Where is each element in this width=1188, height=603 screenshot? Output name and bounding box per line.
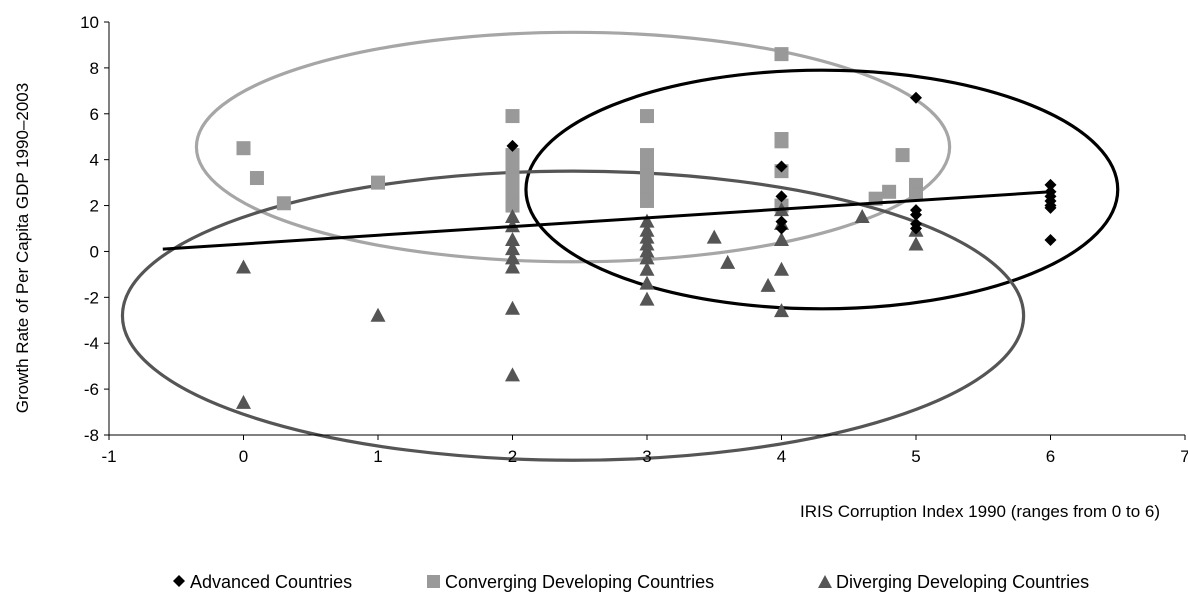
axes-layer: -8 -6 -4 -2 0 2 4 6 8 10 -1 0 1 2 3 4 5 6 7 xyxy=(80,13,1188,466)
x-tick-label: 3 xyxy=(642,447,651,466)
point-diverging xyxy=(908,236,924,251)
point-diverging xyxy=(505,241,520,256)
point-diverging xyxy=(639,250,655,265)
point-converging xyxy=(640,193,654,208)
point-advanced xyxy=(910,222,922,235)
y-tick-label: 4 xyxy=(90,151,99,170)
point-converging xyxy=(371,175,385,190)
legend-label-diverging: Diverging Developing Countries xyxy=(836,572,1089,592)
point-converging xyxy=(774,134,789,149)
x-tick-label: 7 xyxy=(1180,447,1188,466)
point-diverging xyxy=(774,231,789,246)
point-converging xyxy=(276,196,291,211)
x-tick-label: 0 xyxy=(239,447,248,466)
point-advanced xyxy=(775,222,788,235)
point-converging xyxy=(882,184,897,199)
legend-item-converging: Converging Developing Countries xyxy=(427,572,714,592)
y-tick-label: -8 xyxy=(84,426,99,445)
point-diverging xyxy=(706,229,722,244)
point-diverging xyxy=(236,259,251,274)
x-tick-label: 5 xyxy=(911,447,920,466)
point-converging xyxy=(249,171,264,186)
legend-label-advanced: Advanced Countries xyxy=(190,572,352,592)
trend-layer xyxy=(162,190,1051,251)
x-axis-title: IRIS Corruption Index 1990 (ranges from … xyxy=(800,502,1160,521)
point-diverging xyxy=(505,367,520,382)
point-converging xyxy=(895,148,910,163)
point-converging xyxy=(909,187,923,202)
point-diverging xyxy=(505,259,520,274)
legend-item-diverging: Diverging Developing Countries xyxy=(818,572,1089,592)
cluster-ellipse-3 xyxy=(120,169,1026,462)
point-advanced xyxy=(1044,201,1057,214)
point-converging xyxy=(640,109,654,124)
point-converging xyxy=(236,141,251,156)
legend-marker-triangle xyxy=(818,575,832,588)
point-diverging xyxy=(639,213,655,228)
cluster-ellipse-1 xyxy=(194,30,952,264)
point-diverging xyxy=(505,209,520,224)
point-diverging xyxy=(639,275,655,290)
point-advanced xyxy=(1044,233,1057,246)
point-converging xyxy=(505,148,520,163)
point-converging xyxy=(774,47,789,62)
y-tick-label: 6 xyxy=(90,105,99,124)
point-diverging xyxy=(720,254,736,269)
legend-item-advanced: Advanced Countries xyxy=(173,572,352,592)
ellipse-layer xyxy=(120,30,1120,462)
x-tick-label: 2 xyxy=(508,447,517,466)
x-tick-label: 6 xyxy=(1046,447,1055,466)
point-advanced xyxy=(1044,178,1057,191)
point-diverging xyxy=(505,300,520,315)
point-diverging xyxy=(505,250,520,265)
point-advanced xyxy=(506,139,519,152)
point-advanced xyxy=(775,215,788,228)
y-tick-label: 10 xyxy=(80,13,99,32)
point-diverging xyxy=(774,303,789,318)
y-tick-label: 0 xyxy=(90,242,99,261)
x-tick-label: -1 xyxy=(101,447,116,466)
legend: Advanced Countries Converging Developing… xyxy=(173,572,1089,592)
point-advanced xyxy=(910,208,922,221)
y-tick-label: 2 xyxy=(90,197,99,216)
y-tick-label: 8 xyxy=(90,59,99,78)
point-diverging xyxy=(236,394,251,409)
point-diverging xyxy=(760,277,776,292)
point-advanced xyxy=(775,160,788,173)
point-diverging xyxy=(639,261,655,276)
y-axis-title: Growth Rate of Per Capita GDP 1990–2003 xyxy=(13,83,32,413)
y-tick-label: -6 xyxy=(84,380,99,399)
cluster-ellipse-2 xyxy=(524,68,1120,311)
labels-layer: Growth Rate of Per Capita GDP 1990–2003 … xyxy=(13,83,1160,521)
legend-label-converging: Converging Developing Countries xyxy=(445,572,714,592)
point-converging xyxy=(640,157,654,172)
trendline xyxy=(162,190,1051,251)
point-diverging xyxy=(854,209,870,224)
point-converging xyxy=(505,198,520,213)
point-diverging xyxy=(639,291,655,306)
x-tick-label: 1 xyxy=(373,447,382,466)
point-diverging xyxy=(505,231,520,246)
point-converging xyxy=(505,171,520,186)
point-advanced xyxy=(775,190,788,203)
legend-marker-square xyxy=(427,575,440,588)
point-converging xyxy=(505,109,520,124)
y-tick-label: -2 xyxy=(84,288,99,307)
x-tick-label: 4 xyxy=(777,447,786,466)
point-advanced xyxy=(910,91,922,104)
point-diverging xyxy=(370,307,386,322)
y-tick-label: -4 xyxy=(84,334,99,353)
point-diverging xyxy=(774,261,789,276)
legend-marker-diamond xyxy=(173,575,185,587)
